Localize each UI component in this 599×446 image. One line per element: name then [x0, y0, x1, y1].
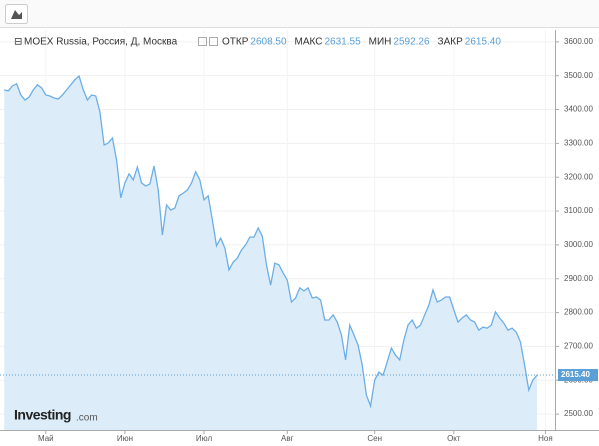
last-price-box	[558, 369, 598, 382]
stat-name: МИН	[369, 37, 392, 48]
last-price-label: 2615.40	[561, 370, 590, 379]
stat-value: 2615.40	[465, 37, 502, 48]
stat-name: ОТКР	[222, 37, 249, 48]
stat-value: 2592.26	[393, 37, 430, 48]
y-tick-label: 3200.00	[564, 172, 593, 181]
y-tick-label: 3300.00	[564, 138, 593, 147]
y-tick-label: 3100.00	[564, 206, 593, 215]
area-fill	[4, 76, 538, 431]
stats: ОТКР 2608.50 МАКС 2631.55 МИН 2592.26 ЗАКР 2615…	[222, 37, 501, 48]
x-tick-label: Окт	[447, 434, 461, 443]
toolbar	[0, 0, 599, 27]
logo: Investing	[14, 407, 71, 423]
y-tick-label: 2800.00	[564, 308, 593, 317]
price-line	[4, 74, 538, 409]
plot: 2500.002600.002700.002800.002900.003000.…	[0, 30, 599, 443]
x-tick-label: Июн	[117, 434, 133, 443]
x-tick-label: Ноя	[538, 434, 553, 443]
legend-marker: ⊟	[14, 37, 22, 48]
stat-name: ЗАКР	[438, 37, 464, 48]
legend-icon	[198, 37, 207, 46]
stat-value: 2608.50	[250, 37, 287, 48]
y-tick-label: 3000.00	[564, 240, 593, 249]
y-tick-label: 3500.00	[564, 71, 593, 80]
logo-suffix: .com	[76, 413, 98, 424]
y-tick-label: 2900.00	[564, 274, 593, 283]
stat-value: 2631.55	[324, 37, 361, 48]
x-tick-label: Июл	[196, 434, 213, 443]
y-tick-label: 3400.00	[564, 105, 593, 114]
y-tick-label: 3600.00	[564, 37, 593, 46]
y-tick-label: 2700.00	[564, 342, 593, 351]
chart-title: MOEX Russia, Россия, Д, Москва	[24, 37, 178, 48]
x-tick-label: Сен	[367, 434, 382, 443]
tool-icon	[11, 10, 22, 19]
stat-name: МАКС	[295, 37, 323, 48]
legend-icon	[209, 37, 218, 46]
x-tick-label: Май	[38, 434, 54, 443]
y-tick-label: 2500.00	[564, 409, 593, 418]
x-tick-label: Авг	[281, 434, 294, 443]
